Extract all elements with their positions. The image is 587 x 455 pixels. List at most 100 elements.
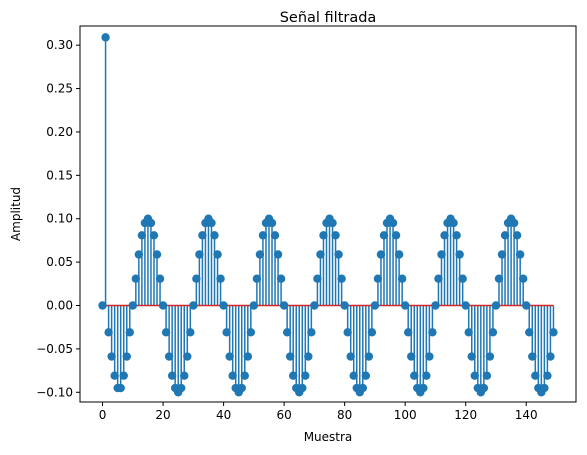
- stem-marker: [373, 274, 383, 283]
- y-axis-ticks: −0.10 −0.05 0.00 0.05 0.10 0.15 0.20 0.25 0.30: [36, 38, 80, 399]
- stem-marker: [134, 250, 144, 259]
- y-tick-label: −0.10: [36, 385, 73, 399]
- stem-marker: [167, 371, 177, 380]
- stem-marker: [340, 301, 349, 310]
- stem-marker: [107, 352, 116, 361]
- stem-marker: [316, 250, 325, 259]
- stem-marker: [104, 328, 113, 337]
- stem-marker: [216, 274, 225, 283]
- stem-marker: [482, 371, 492, 380]
- stem-marker: [237, 383, 246, 393]
- stem-marker: [152, 250, 162, 259]
- x-tick-label: 80: [337, 408, 352, 422]
- stem-marker: [183, 352, 192, 361]
- stem-marker: [394, 250, 404, 259]
- stem-marker: [364, 352, 374, 361]
- stem-marker: [518, 274, 528, 283]
- stem-marker: [222, 328, 231, 337]
- plot-area: [98, 33, 558, 397]
- stem-marker: [470, 371, 479, 380]
- stem-marker: [249, 301, 259, 310]
- y-tick-label: −0.05: [36, 342, 73, 356]
- stem-marker: [358, 383, 368, 393]
- stem-marker: [531, 371, 540, 380]
- stem-marker: [540, 383, 549, 393]
- stem-marker: [310, 301, 319, 310]
- y-tick-label: 0.15: [46, 168, 73, 182]
- stem-marker: [525, 328, 534, 337]
- stem-marker: [400, 301, 410, 310]
- stem-marker: [307, 328, 316, 337]
- stem-marker: [500, 231, 510, 240]
- stem-marker: [210, 231, 219, 240]
- stem-marker: [219, 301, 228, 310]
- stem-marker: [328, 218, 337, 228]
- stem-marker: [437, 250, 446, 259]
- stem-marker: [464, 328, 473, 337]
- stem-marker: [403, 328, 413, 337]
- stem-marker: [267, 218, 277, 228]
- stem-marker: [101, 33, 110, 42]
- stem-marker: [252, 274, 262, 283]
- stem-marker: [189, 301, 198, 310]
- stem-marker: [488, 328, 498, 337]
- x-tick-label: 0: [99, 408, 107, 422]
- stem-marker: [270, 231, 280, 240]
- stem-marker: [515, 250, 525, 259]
- x-tick-label: 40: [216, 408, 231, 422]
- stem-marker: [177, 383, 186, 393]
- stem-marker: [192, 274, 201, 283]
- x-tick-label: 20: [155, 408, 170, 422]
- stem-marker: [164, 352, 174, 361]
- stem-marker: [431, 301, 440, 310]
- x-tick-label: 60: [276, 408, 291, 422]
- stem-marker: [422, 371, 431, 380]
- stem-marker: [543, 371, 552, 380]
- stem-marker: [137, 231, 147, 240]
- stem-marker: [434, 274, 443, 283]
- stem-marker: [346, 352, 355, 361]
- stem-marker: [128, 301, 138, 310]
- stem-marker: [461, 301, 470, 310]
- stem-marker: [410, 371, 419, 380]
- stem-marker: [512, 231, 522, 240]
- stem-marker: [370, 301, 380, 310]
- stem-marker: [497, 250, 507, 259]
- stem-marker: [449, 218, 458, 228]
- stem-marker: [428, 328, 437, 337]
- stem-marker: [379, 231, 389, 240]
- stem-marker: [407, 352, 416, 361]
- stem-marker: [161, 328, 171, 337]
- stem-marker: [273, 250, 283, 259]
- stem-marker: [282, 328, 292, 337]
- stem-marker: [180, 371, 189, 380]
- stem-marker: [491, 301, 501, 310]
- chart-title: Señal filtrada: [280, 10, 377, 26]
- stem-marker: [343, 328, 352, 337]
- stem-marker: [298, 383, 307, 393]
- y-axis-label: Amplitud: [9, 187, 23, 241]
- y-tick-label: 0.25: [46, 82, 73, 96]
- stem-marker: [319, 231, 328, 240]
- stem-marker: [122, 352, 131, 361]
- stem-marker: [425, 352, 434, 361]
- stem-marker: [304, 352, 313, 361]
- stem-marker: [361, 371, 371, 380]
- stem-marker: [528, 352, 537, 361]
- stem-marker: [331, 231, 340, 240]
- stem-marker: [467, 352, 476, 361]
- stem-marker: [419, 383, 428, 393]
- stem-marker: [110, 371, 119, 380]
- stem-marker: [288, 371, 298, 380]
- stem-marker: [349, 371, 358, 380]
- stem-marker: [240, 371, 249, 380]
- stem-marker: [213, 250, 222, 259]
- stem-marker: [146, 218, 156, 228]
- stem-marker: [337, 274, 346, 283]
- stem-marker: [522, 301, 531, 310]
- stem-marker: [546, 352, 555, 361]
- axes-frame: [79, 25, 577, 403]
- stem-marker: [246, 328, 256, 337]
